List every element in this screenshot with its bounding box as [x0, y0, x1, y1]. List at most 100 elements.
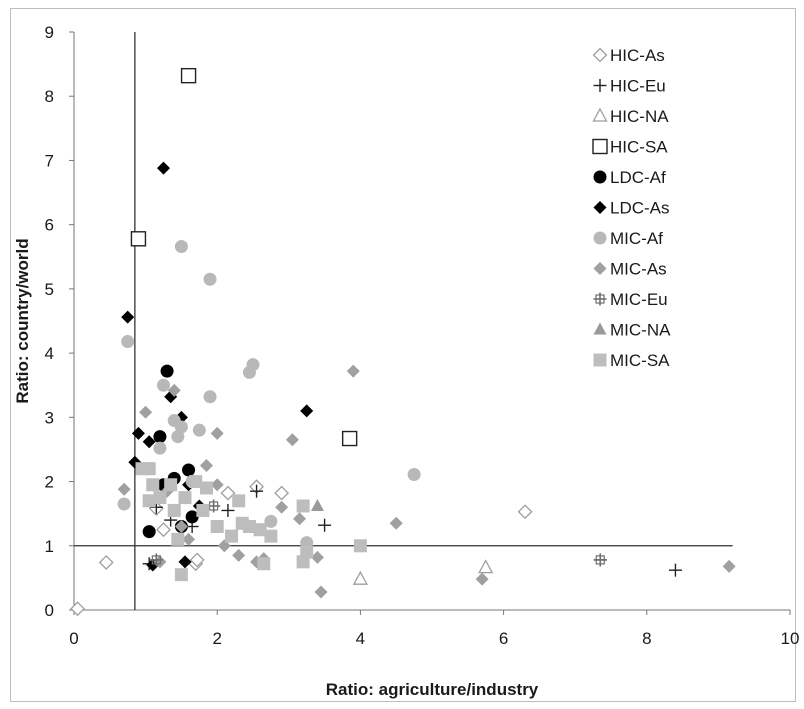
y-tick-label: 6	[45, 216, 54, 235]
x-axis-title: Ratio: agriculture/industry	[326, 680, 539, 699]
data-point	[210, 478, 224, 492]
legend-item: HIC-NA	[592, 107, 669, 126]
data-point	[180, 67, 197, 84]
legend-label: MIC-NA	[610, 321, 671, 340]
data-point	[314, 585, 328, 599]
x-tick-label: 6	[499, 629, 508, 648]
data-point	[196, 503, 210, 517]
data-point	[117, 482, 131, 496]
legend: HIC-As HIC-Eu HIC-NA HIC-SA LDC-Af LDC-As MIC-…	[592, 46, 671, 370]
data-point	[475, 572, 489, 586]
data-point	[70, 601, 85, 617]
data-point	[300, 545, 314, 559]
data-point	[353, 539, 367, 553]
y-tick-label: 8	[45, 87, 54, 106]
data-point	[274, 485, 290, 501]
y-tick-label: 5	[45, 280, 54, 299]
data-point	[142, 525, 156, 539]
data-point	[203, 272, 217, 286]
legend-marker	[593, 170, 607, 184]
legend-label: LDC-Af	[610, 168, 666, 187]
data-point	[264, 514, 278, 528]
legend-marker	[593, 231, 607, 245]
data-point	[593, 553, 607, 567]
data-point	[182, 463, 196, 477]
y-tick-label: 7	[45, 151, 54, 170]
data-point	[250, 484, 264, 498]
legend-marker	[592, 47, 608, 63]
data-point	[310, 550, 324, 564]
x-tick-label: 4	[356, 629, 365, 648]
legend-marker	[593, 201, 607, 214]
data-point	[221, 503, 235, 517]
data-point	[210, 520, 224, 534]
data-point	[139, 405, 153, 419]
legend-label: LDC-As	[610, 199, 670, 218]
legend-item: MIC-Eu	[593, 290, 668, 309]
data-point	[142, 462, 156, 476]
data-point	[174, 240, 188, 254]
data-point	[478, 559, 494, 574]
legend-item: LDC-As	[593, 199, 670, 218]
data-point	[178, 491, 192, 505]
y-tick-label: 3	[45, 408, 54, 427]
legend-label: MIC-Eu	[610, 290, 668, 309]
legend-label: MIC-SA	[610, 351, 670, 370]
data-point	[232, 494, 246, 508]
data-point	[167, 503, 181, 517]
data-point	[225, 529, 239, 543]
data-point	[189, 552, 205, 568]
data-point	[310, 498, 324, 511]
data-point	[389, 516, 403, 530]
legend-item: MIC-NA	[593, 321, 671, 340]
data-point	[296, 499, 310, 513]
data-point	[517, 504, 533, 520]
data-point	[174, 420, 188, 434]
data-point	[407, 467, 421, 481]
data-point	[220, 485, 236, 501]
data-point	[149, 553, 163, 567]
chart-frame	[10, 8, 796, 702]
series-mic-sa	[135, 462, 367, 582]
data-point	[142, 435, 156, 449]
data-point	[246, 358, 260, 372]
data-point	[142, 494, 156, 508]
legend-item: MIC-Af	[593, 229, 663, 248]
series-mic-na	[310, 498, 324, 511]
legend-marker	[593, 79, 607, 92]
legend-marker	[593, 322, 607, 335]
data-point	[153, 430, 167, 444]
data-point	[98, 555, 114, 570]
data-point	[668, 563, 682, 577]
y-axis-title: Ratio: country/world	[13, 238, 32, 403]
legend-marker	[592, 107, 608, 122]
data-point	[199, 481, 213, 495]
data-point	[117, 497, 131, 511]
legend-marker	[593, 262, 607, 275]
axes: 0 1 2 3 4 5 6 7 8 9 0 2 4 6 8 10	[45, 23, 800, 648]
y-tick-label: 2	[45, 473, 54, 492]
data-point	[346, 364, 360, 378]
data-point	[264, 529, 278, 543]
data-point	[203, 390, 217, 404]
data-point	[192, 423, 206, 437]
x-tick-label: 10	[781, 629, 800, 648]
data-point	[199, 459, 213, 472]
data-point	[232, 548, 246, 562]
data-point	[153, 491, 167, 505]
data-point	[318, 518, 332, 532]
data-point	[174, 520, 188, 534]
data-point	[167, 383, 181, 397]
data-point	[253, 523, 267, 537]
x-tick-label: 2	[212, 629, 221, 648]
y-tick-label: 0	[45, 601, 54, 620]
y-tick-label: 9	[45, 23, 54, 42]
legend-item: HIC-Eu	[593, 77, 666, 96]
legend-marker	[593, 292, 607, 306]
legend-item: MIC-SA	[593, 351, 670, 370]
legend-item: MIC-As	[593, 260, 667, 279]
data-point	[293, 512, 307, 526]
y-tick-label: 4	[45, 344, 54, 363]
data-point	[257, 557, 271, 571]
